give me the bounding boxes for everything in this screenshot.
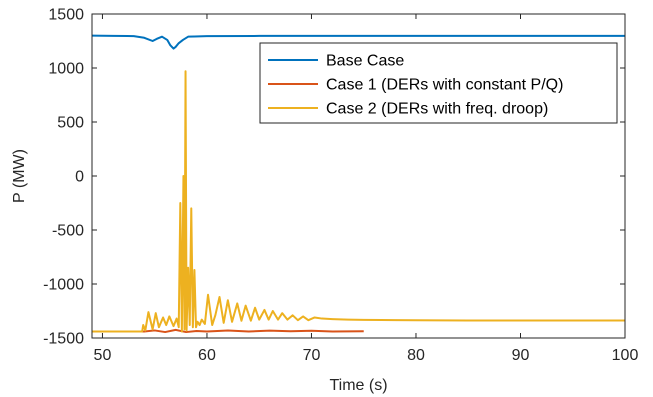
- y-tick-label: 0: [75, 169, 84, 186]
- legend-label-1: Base Case: [326, 53, 404, 70]
- x-tick-label: 70: [303, 347, 321, 364]
- y-axis-label: P (MW): [11, 149, 28, 203]
- x-axis-label: Time (s): [329, 377, 387, 394]
- legend-label-2: Case 1 (DERs with constant P/Q): [326, 77, 563, 94]
- y-tick-label: -1000: [43, 277, 84, 294]
- tick-layer: 50 60 70 80 90 100 1500 1000 500 0 -500 -1000 -1500: [43, 7, 638, 365]
- y-tick-label: 1000: [48, 61, 84, 78]
- x-tick-label: 60: [198, 347, 216, 364]
- y-tick-label: -500: [52, 223, 84, 240]
- x-tick-label: 80: [407, 347, 425, 364]
- legend-label-3: Case 2 (DERs with freq. droop): [326, 101, 548, 118]
- legend-box: [259, 42, 618, 124]
- series-line-3: [92, 70, 625, 333]
- y-tick-label: 1500: [48, 7, 84, 24]
- x-tick-label: 100: [612, 347, 639, 364]
- series-layer: [91, 34, 625, 334]
- y-tick-label: -1500: [43, 331, 84, 348]
- x-tick-label: 90: [512, 347, 530, 364]
- legend: Base Case Case 1 (DERs with constant P/Q)…: [259, 42, 618, 124]
- series-line-2: [92, 328, 364, 334]
- series-line-1: [91, 34, 625, 50]
- x-tick-label: 50: [94, 347, 112, 364]
- y-tick-label: 500: [57, 115, 84, 132]
